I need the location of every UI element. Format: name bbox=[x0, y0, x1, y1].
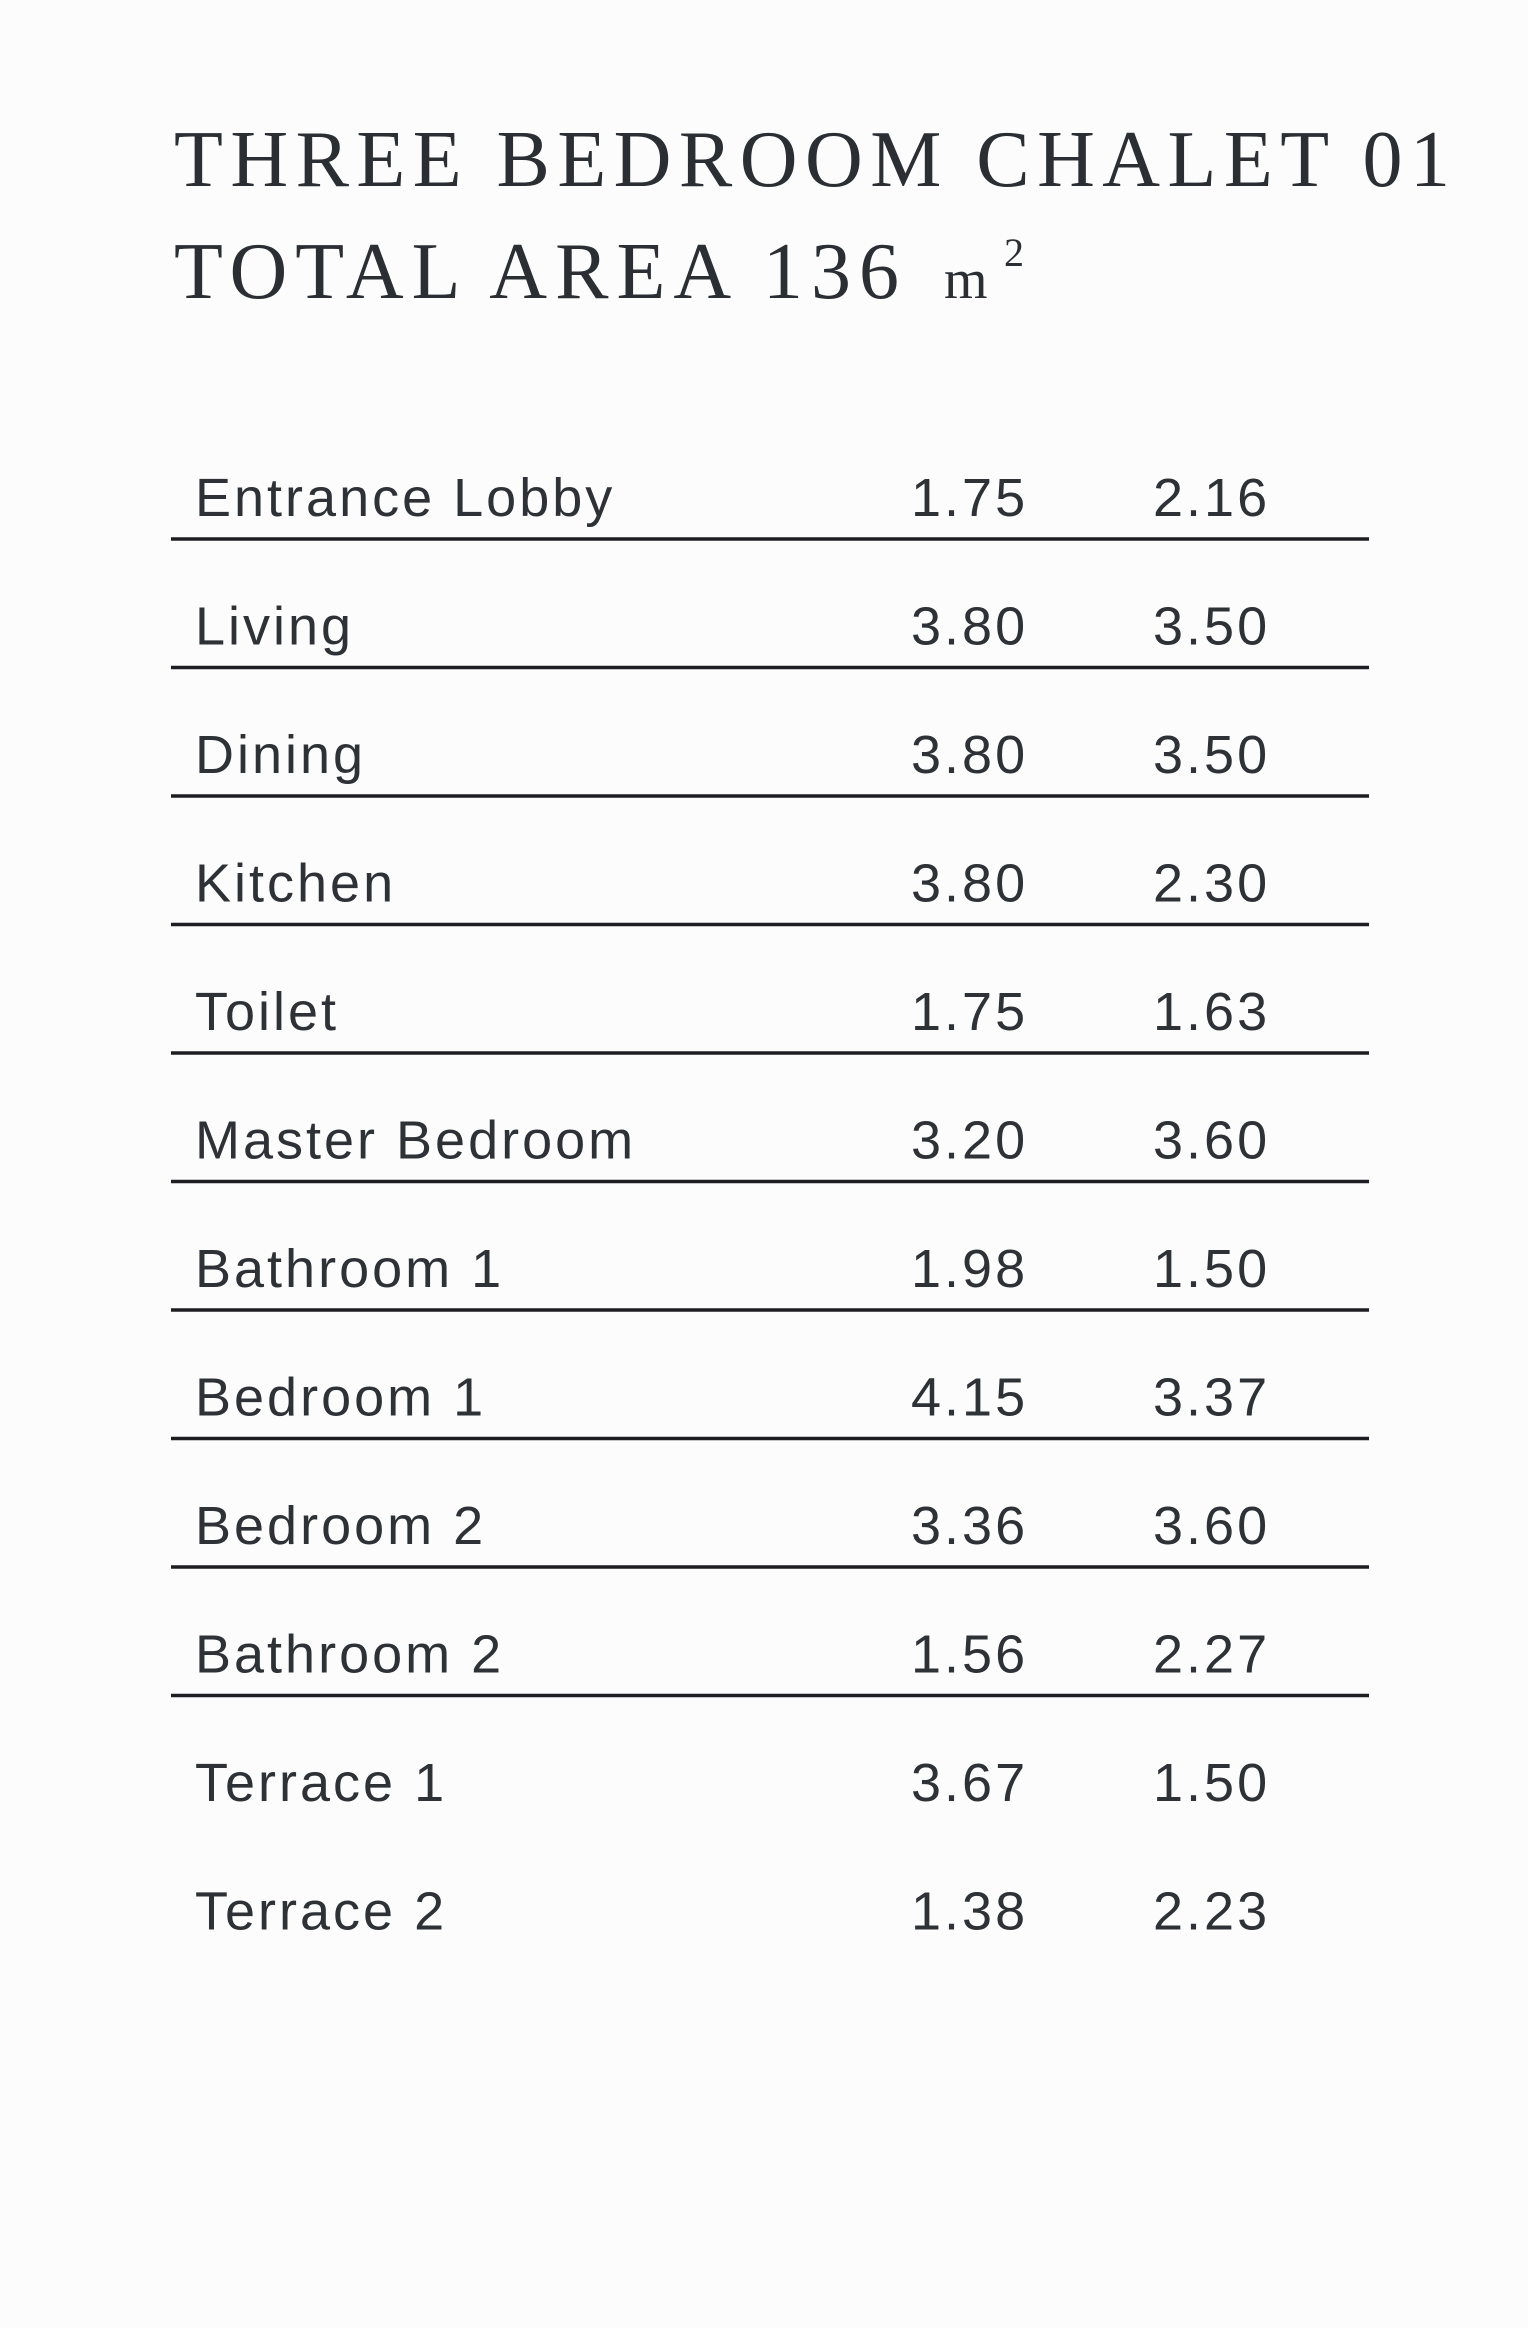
room-length: 3.50 bbox=[1153, 597, 1270, 657]
room-width: 1.75 bbox=[911, 468, 1028, 528]
room-width: 3.80 bbox=[911, 725, 1028, 785]
room-name: Entrance Lobby bbox=[195, 468, 615, 528]
room-name: Terrace 2 bbox=[195, 1882, 447, 1942]
room-width: 3.67 bbox=[911, 1753, 1028, 1813]
room-width: 3.36 bbox=[911, 1496, 1028, 1556]
room-name: Bathroom 2 bbox=[195, 1625, 504, 1685]
room-width: 4.15 bbox=[911, 1368, 1028, 1428]
room-length: 1.50 bbox=[1153, 1239, 1270, 1299]
room-width: 3.20 bbox=[911, 1111, 1028, 1171]
room-length: 3.37 bbox=[1153, 1368, 1270, 1428]
room-length: 3.60 bbox=[1153, 1111, 1270, 1171]
room-name: Living bbox=[195, 597, 354, 657]
room-length: 1.63 bbox=[1153, 982, 1270, 1042]
room-name: Bedroom 1 bbox=[195, 1368, 486, 1428]
room-length: 2.23 bbox=[1153, 1882, 1270, 1942]
area-label: TOTAL AREA 136 bbox=[174, 228, 899, 316]
room-width: 3.80 bbox=[911, 854, 1028, 914]
room-table: Entrance Lobby 1.75 2.16 Living 3.80 3.50 Dini… bbox=[171, 468, 1369, 1942]
room-name: Terrace 1 bbox=[195, 1753, 447, 1813]
room-width: 1.56 bbox=[911, 1625, 1028, 1685]
room-length: 2.27 bbox=[1153, 1625, 1270, 1685]
room-length: 1.50 bbox=[1153, 1753, 1270, 1813]
room-name: Bedroom 2 bbox=[195, 1496, 486, 1556]
room-name: Toilet bbox=[195, 982, 339, 1042]
room-name: Master Bedroom bbox=[195, 1111, 636, 1171]
room-name: Kitchen bbox=[195, 854, 396, 914]
room-name: Dining bbox=[195, 725, 366, 785]
room-length: 2.30 bbox=[1153, 854, 1270, 914]
title: THREE BEDROOM CHALET 01 bbox=[174, 116, 1450, 204]
area-unit: m bbox=[944, 249, 988, 311]
room-width: 1.38 bbox=[911, 1882, 1028, 1942]
area-unit-exponent: 2 bbox=[1004, 230, 1024, 275]
room-length: 3.60 bbox=[1153, 1496, 1270, 1556]
room-length: 3.50 bbox=[1153, 725, 1270, 785]
room-width: 1.75 bbox=[911, 982, 1028, 1042]
room-length: 2.16 bbox=[1153, 468, 1270, 528]
room-name: Bathroom 1 bbox=[195, 1239, 504, 1299]
room-width: 3.80 bbox=[911, 597, 1028, 657]
room-width: 1.98 bbox=[911, 1239, 1028, 1299]
